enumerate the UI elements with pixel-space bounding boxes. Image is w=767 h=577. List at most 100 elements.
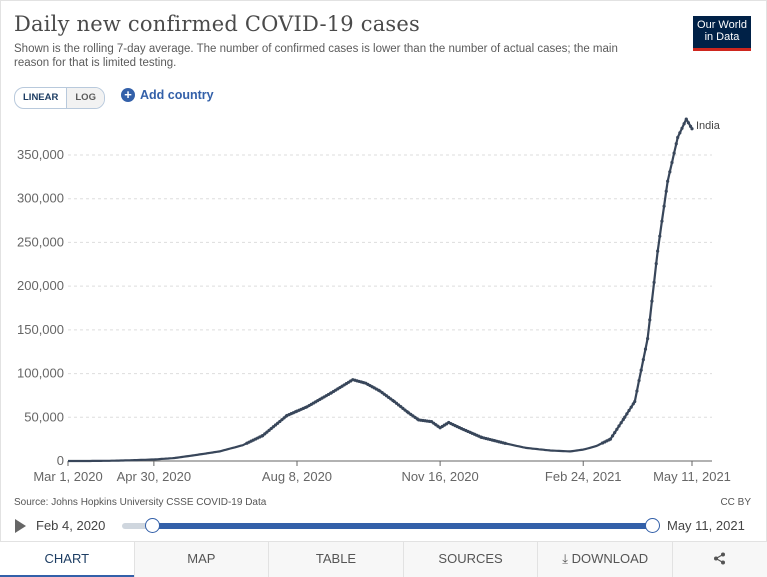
data-point bbox=[273, 423, 278, 427]
x-tick-label: Aug 8, 2020 bbox=[262, 469, 332, 484]
x-tick-label: Mar 1, 2020 bbox=[33, 469, 102, 484]
data-point bbox=[269, 426, 273, 431]
license-link[interactable]: CC BY bbox=[720, 497, 751, 508]
data-point bbox=[652, 280, 656, 284]
data-point bbox=[263, 432, 267, 436]
timeline-start-handle[interactable] bbox=[145, 518, 161, 533]
add-country-label: Add country bbox=[140, 88, 214, 102]
plus-circle-icon: + bbox=[121, 88, 135, 102]
tab-download-label: DOWNLOAD bbox=[571, 551, 649, 566]
data-point bbox=[666, 179, 670, 183]
data-point bbox=[261, 434, 265, 438]
data-point bbox=[629, 405, 633, 409]
data-point bbox=[397, 403, 401, 407]
data-point bbox=[676, 135, 680, 140]
source-note[interactable]: Source: Johns Hopkins University CSSE CO… bbox=[14, 497, 267, 508]
timeline: Feb 4, 2020 May 11, 2021 bbox=[0, 512, 767, 540]
logo-line-2: in Data bbox=[704, 31, 740, 43]
data-point bbox=[503, 441, 507, 445]
x-tick-label: Apr 30, 2020 bbox=[117, 469, 191, 484]
x-tick-label: Feb 24, 2021 bbox=[545, 469, 622, 484]
chart-subtitle: Shown is the rolling 7-day average. The … bbox=[14, 43, 618, 69]
data-point bbox=[639, 368, 643, 372]
data-point bbox=[401, 406, 405, 410]
tab-map[interactable]: MAP bbox=[133, 542, 269, 577]
data-point bbox=[646, 336, 650, 341]
y-tick-label: 300,000 bbox=[17, 191, 64, 206]
linear-scale-button[interactable]: LINEAR bbox=[15, 88, 68, 108]
share-icon bbox=[714, 552, 726, 565]
data-point bbox=[664, 189, 668, 193]
add-country-button[interactable]: + Add country bbox=[121, 88, 214, 102]
data-point bbox=[608, 437, 613, 441]
series-line-india bbox=[68, 118, 693, 463]
x-tick-label: May 11, 2021 bbox=[653, 469, 731, 484]
y-tick-label: 200,000 bbox=[17, 278, 64, 293]
y-tick-label: 50,000 bbox=[24, 409, 64, 424]
timeline-start-label: Feb 4, 2020 bbox=[36, 518, 106, 533]
data-point bbox=[619, 421, 623, 425]
data-point bbox=[670, 160, 674, 165]
tab-table[interactable]: TABLE bbox=[268, 542, 403, 577]
data-point bbox=[394, 401, 399, 405]
x-tick-label: Nov 16, 2020 bbox=[401, 469, 478, 484]
data-point bbox=[678, 131, 682, 135]
timeline-end-label: May 11, 2021 bbox=[667, 518, 745, 533]
tab-bar: CHART MAP TABLE SOURCES ⤓ DOWNLOAD bbox=[0, 541, 767, 577]
play-icon[interactable] bbox=[15, 519, 26, 533]
y-tick-label: 150,000 bbox=[17, 322, 64, 337]
data-point bbox=[625, 412, 629, 416]
data-point bbox=[278, 419, 282, 424]
logo-line-1: Our World bbox=[697, 19, 747, 31]
data-point bbox=[276, 421, 280, 425]
data-point bbox=[280, 418, 284, 422]
data-point bbox=[682, 122, 686, 126]
data-point bbox=[648, 318, 652, 322]
line-chart: 0 50,000 100,000 150,000 200,000 250,000 300,0… bbox=[17, 117, 731, 484]
data-point bbox=[633, 399, 637, 404]
chart-title: Daily new confirmed COVID-19 cases bbox=[14, 12, 421, 36]
tab-chart[interactable]: CHART bbox=[0, 542, 134, 577]
data-point bbox=[613, 430, 617, 435]
data-point bbox=[615, 427, 619, 431]
data-point bbox=[635, 389, 639, 393]
download-icon: ⤓ bbox=[562, 551, 568, 566]
tab-download[interactable]: ⤓ DOWNLOAD bbox=[537, 542, 672, 577]
y-tick-label: 350,000 bbox=[17, 147, 64, 162]
data-point bbox=[265, 430, 269, 434]
data-point bbox=[610, 434, 615, 438]
data-point bbox=[690, 127, 694, 131]
data-point bbox=[282, 416, 286, 420]
tab-sources[interactable]: SOURCES bbox=[402, 542, 538, 577]
data-point bbox=[654, 262, 658, 266]
data-point bbox=[641, 357, 645, 362]
series-label-india: India bbox=[696, 120, 721, 132]
data-point bbox=[688, 124, 693, 128]
y-tick-label: 250,000 bbox=[17, 234, 64, 249]
data-point bbox=[672, 151, 676, 155]
timeline-range bbox=[152, 523, 652, 529]
share-button[interactable] bbox=[671, 542, 767, 577]
log-scale-button[interactable]: LOG bbox=[67, 88, 104, 108]
data-point bbox=[686, 121, 691, 125]
data-point bbox=[392, 399, 396, 404]
owid-logo[interactable]: Our World in Data bbox=[693, 16, 751, 51]
data-point bbox=[684, 117, 688, 121]
timeline-end-handle[interactable] bbox=[645, 518, 660, 533]
y-tick-label: 0 bbox=[57, 453, 64, 468]
data-point bbox=[623, 415, 627, 419]
scale-toggle: LINEAR LOG bbox=[14, 87, 105, 109]
data-point bbox=[660, 219, 664, 223]
data-point bbox=[658, 234, 662, 238]
data-point bbox=[674, 142, 678, 146]
data-point bbox=[627, 408, 631, 413]
data-point bbox=[271, 425, 275, 429]
data-point bbox=[267, 428, 271, 432]
data-point bbox=[650, 299, 654, 303]
data-point bbox=[403, 408, 407, 412]
data-point bbox=[643, 347, 648, 351]
data-point bbox=[399, 405, 403, 409]
y-tick-label: 100,000 bbox=[17, 366, 64, 381]
data-point bbox=[656, 249, 660, 253]
data-point bbox=[617, 424, 621, 428]
